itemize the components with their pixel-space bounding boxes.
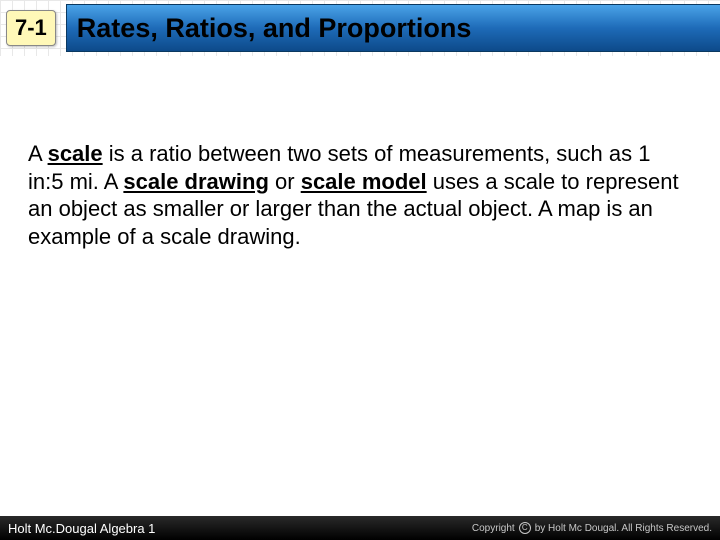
term-scale-drawing: scale drawing <box>123 169 269 194</box>
body-paragraph: A scale is a ratio between two sets of m… <box>28 140 680 250</box>
slide-header: 7-1 Rates, Ratios, and Proportions <box>0 0 720 56</box>
term-scale-model: scale model <box>301 169 427 194</box>
copyright-icon: C <box>519 522 531 534</box>
copyright-holder: by Holt Mc Dougal. All Rights Reserved. <box>535 523 712 534</box>
term-scale: scale <box>48 141 103 166</box>
footer-copyright: Copyright C by Holt Mc Dougal. All Right… <box>472 522 712 534</box>
slide-title: Rates, Ratios, and Proportions <box>77 13 472 44</box>
body-seg-3: or <box>269 169 301 194</box>
footer-book-title: Holt Mc.Dougal Algebra 1 <box>8 521 155 536</box>
copyright-label: Copyright <box>472 523 515 534</box>
lesson-number-badge: 7-1 <box>6 10 56 46</box>
body-seg-1: A <box>28 141 48 166</box>
title-bar: Rates, Ratios, and Proportions <box>66 4 720 52</box>
slide-footer: Holt Mc.Dougal Algebra 1 Copyright C by … <box>0 516 720 540</box>
